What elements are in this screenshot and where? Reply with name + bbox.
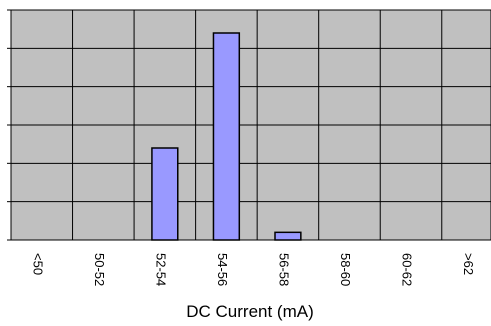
x-tick-label: 60-62 — [400, 253, 415, 286]
bar-52-54 — [151, 147, 179, 241]
x-tick-label: >62 — [461, 253, 476, 275]
x-tick-label: 52-54 — [153, 253, 168, 286]
x-tick-label: <50 — [30, 253, 45, 275]
bars — [151, 32, 302, 241]
x-axis-title: DC Current (mA) — [186, 302, 314, 321]
x-tick-labels: <50 50-52 52-54 54-56 56-58 58-60 60-62 >62 — [30, 253, 476, 286]
x-tick-label: 54-56 — [215, 253, 230, 286]
bar-54-56 — [212, 32, 241, 241]
gridlines — [7, 9, 491, 241]
x-tick-label: 58-60 — [338, 253, 353, 286]
x-tick-label: 56-58 — [276, 253, 291, 286]
x-tick-label: 50-52 — [92, 253, 107, 286]
bar-56-58 — [274, 231, 302, 241]
